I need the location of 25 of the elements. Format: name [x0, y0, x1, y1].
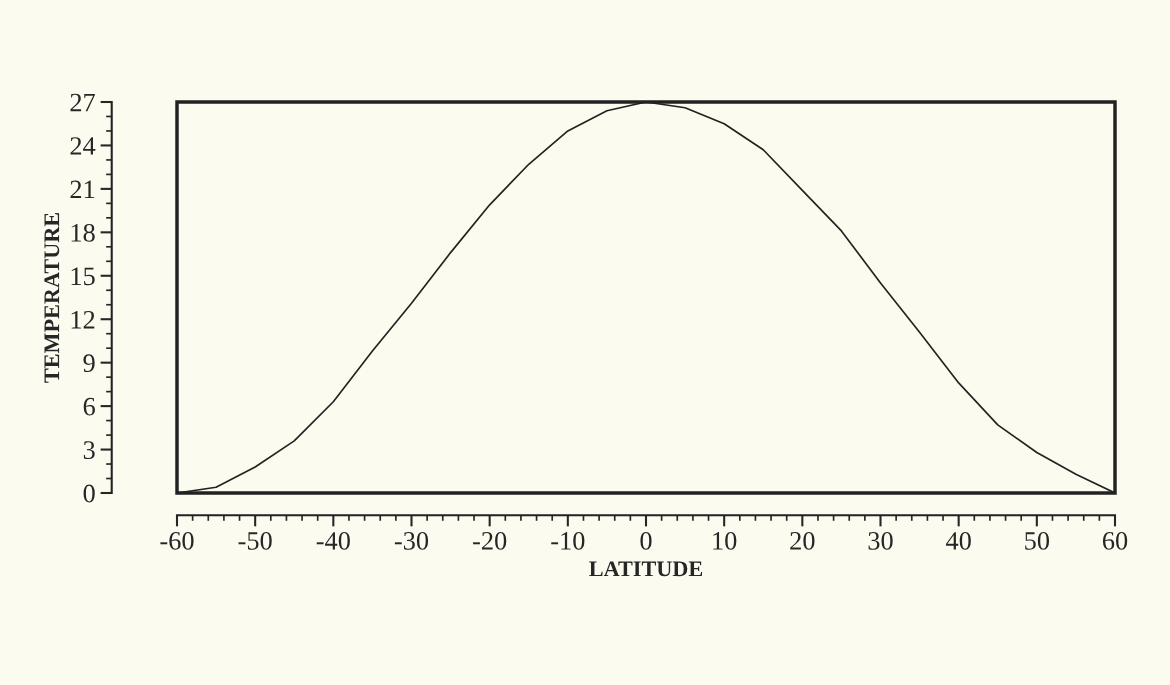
x-tick-label: 60 [1102, 531, 1128, 550]
x-tick-label: -60 [160, 531, 194, 550]
x-tick-label: 0 [640, 531, 652, 550]
x-tick-label: 30 [868, 531, 893, 550]
y-axis-title: TEMPERATURE [44, 213, 60, 383]
x-tick-label: 40 [945, 531, 971, 550]
x-tick-label: -10 [551, 531, 585, 550]
y-tick-label: 12 [71, 310, 95, 329]
y-tick-label: 27 [70, 93, 95, 112]
x-tick-label: 50 [1025, 531, 1050, 550]
x-axis-title: LATITUDE [589, 561, 703, 577]
x-tick-label: -40 [316, 531, 350, 550]
x-tick-label: -20 [473, 531, 507, 550]
y-tick-label: 6 [83, 397, 95, 416]
y-tick-label: 3 [83, 441, 95, 459]
x-tick-label: 10 [713, 531, 737, 550]
x-tick-label: -50 [238, 531, 272, 550]
y-tick-label: 15 [71, 267, 95, 286]
y-tick-label: 9 [83, 354, 95, 373]
y-tick-label: 21 [70, 180, 95, 199]
y-tick-label: 18 [71, 223, 95, 242]
x-tick-label: -30 [394, 531, 429, 550]
x-tick-label: 20 [790, 531, 815, 550]
y-tick-label: 24 [70, 137, 96, 155]
y-tick-label: 0 [83, 484, 95, 503]
